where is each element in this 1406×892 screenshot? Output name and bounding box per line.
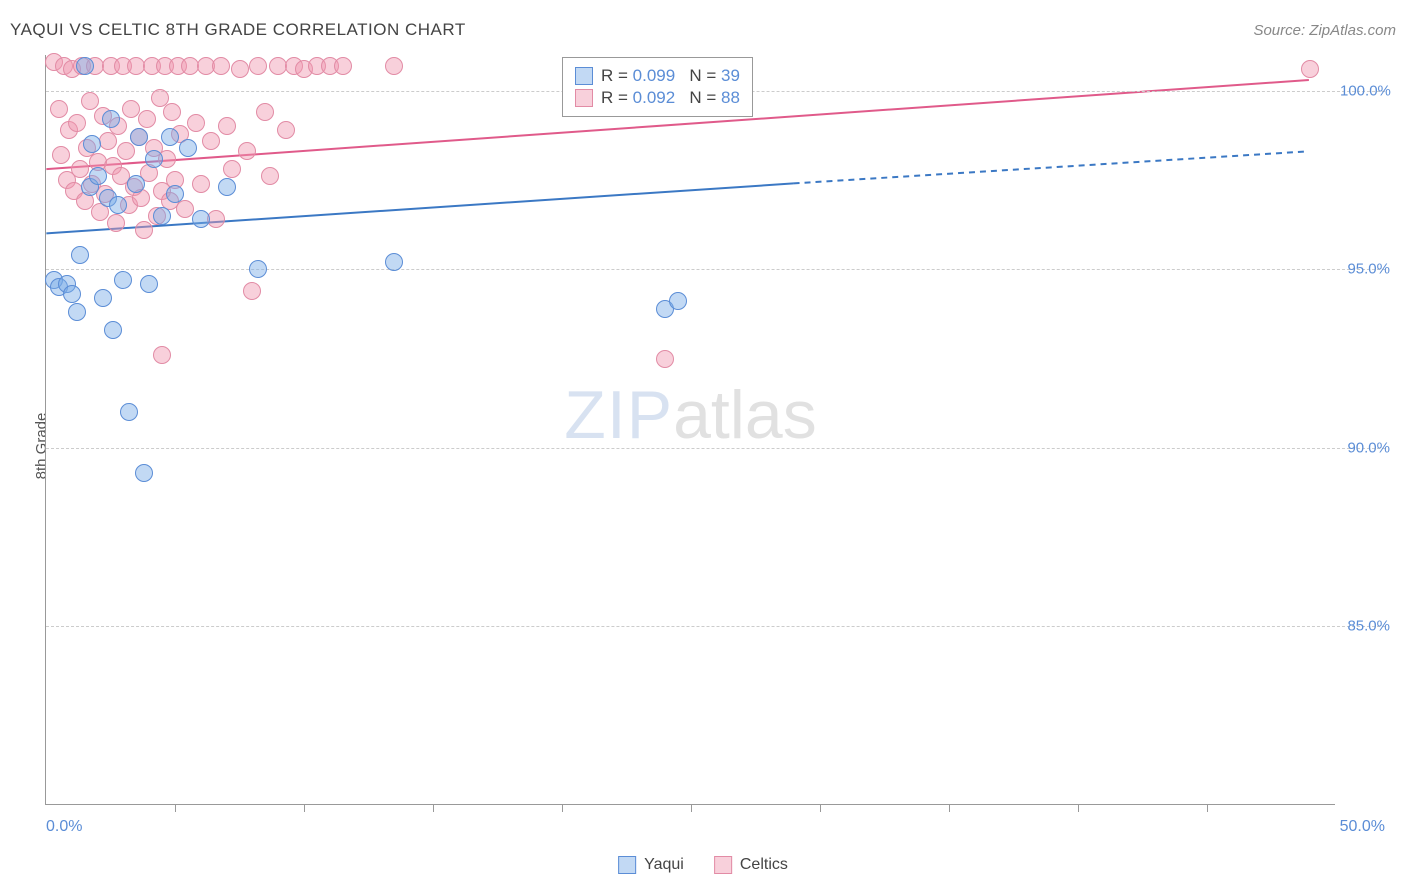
- data-point: [202, 132, 220, 150]
- data-point: [187, 114, 205, 132]
- x-tick-label: 50.0%: [1340, 818, 1385, 836]
- legend-swatch: [575, 89, 593, 107]
- x-tick: [175, 804, 176, 812]
- data-point: [218, 178, 236, 196]
- data-point: [135, 464, 153, 482]
- x-tick-label: 0.0%: [46, 818, 82, 836]
- data-point: [261, 167, 279, 185]
- x-tick: [1207, 804, 1208, 812]
- legend-stat-text: R = 0.099 N = 39: [601, 66, 740, 86]
- watermark: ZIPatlas: [564, 376, 816, 454]
- stats-legend-row: R = 0.099 N = 39: [575, 66, 740, 86]
- data-point: [243, 282, 261, 300]
- data-point: [179, 139, 197, 157]
- data-point: [153, 207, 171, 225]
- data-point: [166, 185, 184, 203]
- chart-header: YAQUI VS CELTIC 8TH GRADE CORRELATION CH…: [10, 20, 1396, 40]
- bottom-legend-label: Yaqui: [644, 856, 684, 874]
- x-tick: [304, 804, 305, 812]
- bottom-legend-item: Celtics: [714, 856, 788, 874]
- data-point: [94, 289, 112, 307]
- data-point: [102, 110, 120, 128]
- y-tick-label: 100.0%: [1340, 82, 1390, 99]
- data-point: [71, 246, 89, 264]
- watermark-zip: ZIP: [564, 377, 673, 453]
- stats-legend: R = 0.099 N = 39R = 0.092 N = 88: [562, 57, 753, 117]
- data-point: [50, 100, 68, 118]
- data-point: [52, 146, 70, 164]
- data-point: [238, 142, 256, 160]
- x-tick: [820, 804, 821, 812]
- bottom-legend: Yaqui Celtics: [618, 856, 788, 874]
- data-point: [656, 350, 674, 368]
- chart-title: YAQUI VS CELTIC 8TH GRADE CORRELATION CH…: [10, 20, 466, 40]
- x-tick: [949, 804, 950, 812]
- data-point: [68, 303, 86, 321]
- data-point: [138, 110, 156, 128]
- y-tick-label: 90.0%: [1340, 439, 1390, 456]
- data-point: [249, 57, 267, 75]
- data-point: [109, 196, 127, 214]
- data-point: [89, 167, 107, 185]
- data-point: [207, 210, 225, 228]
- data-point: [114, 271, 132, 289]
- trend-line-dashed: [794, 151, 1309, 183]
- data-point: [83, 135, 101, 153]
- data-point: [277, 121, 295, 139]
- data-point: [385, 57, 403, 75]
- data-point: [334, 57, 352, 75]
- data-point: [153, 346, 171, 364]
- x-tick: [691, 804, 692, 812]
- data-point: [256, 103, 274, 121]
- y-tick-label: 85.0%: [1340, 618, 1390, 635]
- data-point: [1301, 60, 1319, 78]
- data-point: [127, 175, 145, 193]
- data-point: [669, 292, 687, 310]
- gridline-h: [46, 269, 1385, 270]
- legend-stat-text: R = 0.092 N = 88: [601, 88, 740, 108]
- legend-swatch: [575, 67, 593, 85]
- y-tick-label: 95.0%: [1340, 261, 1390, 278]
- data-point: [140, 275, 158, 293]
- data-point: [223, 160, 241, 178]
- data-point: [249, 260, 267, 278]
- source-label: Source: ZipAtlas.com: [1253, 22, 1396, 39]
- data-point: [163, 103, 181, 121]
- data-point: [192, 175, 210, 193]
- data-point: [385, 253, 403, 271]
- data-point: [117, 142, 135, 160]
- stats-legend-row: R = 0.092 N = 88: [575, 88, 740, 108]
- bottom-legend-label: Celtics: [740, 856, 788, 874]
- bottom-legend-item: Yaqui: [618, 856, 684, 874]
- gridline-h: [46, 448, 1385, 449]
- data-point: [192, 210, 210, 228]
- data-point: [104, 321, 122, 339]
- data-point: [218, 117, 236, 135]
- data-point: [212, 57, 230, 75]
- x-tick: [562, 804, 563, 812]
- data-point: [130, 128, 148, 146]
- data-point: [120, 403, 138, 421]
- data-point: [231, 60, 249, 78]
- data-point: [161, 128, 179, 146]
- legend-swatch: [618, 856, 636, 874]
- x-tick: [433, 804, 434, 812]
- data-point: [63, 285, 81, 303]
- plot-area: ZIPatlas 85.0%90.0%95.0%100.0%0.0%50.0%R…: [45, 55, 1335, 805]
- legend-swatch: [714, 856, 732, 874]
- watermark-atlas: atlas: [673, 377, 817, 453]
- x-tick: [1078, 804, 1079, 812]
- data-point: [135, 221, 153, 239]
- data-point: [107, 214, 125, 232]
- data-point: [68, 114, 86, 132]
- gridline-h: [46, 626, 1385, 627]
- data-point: [145, 150, 163, 168]
- data-point: [76, 57, 94, 75]
